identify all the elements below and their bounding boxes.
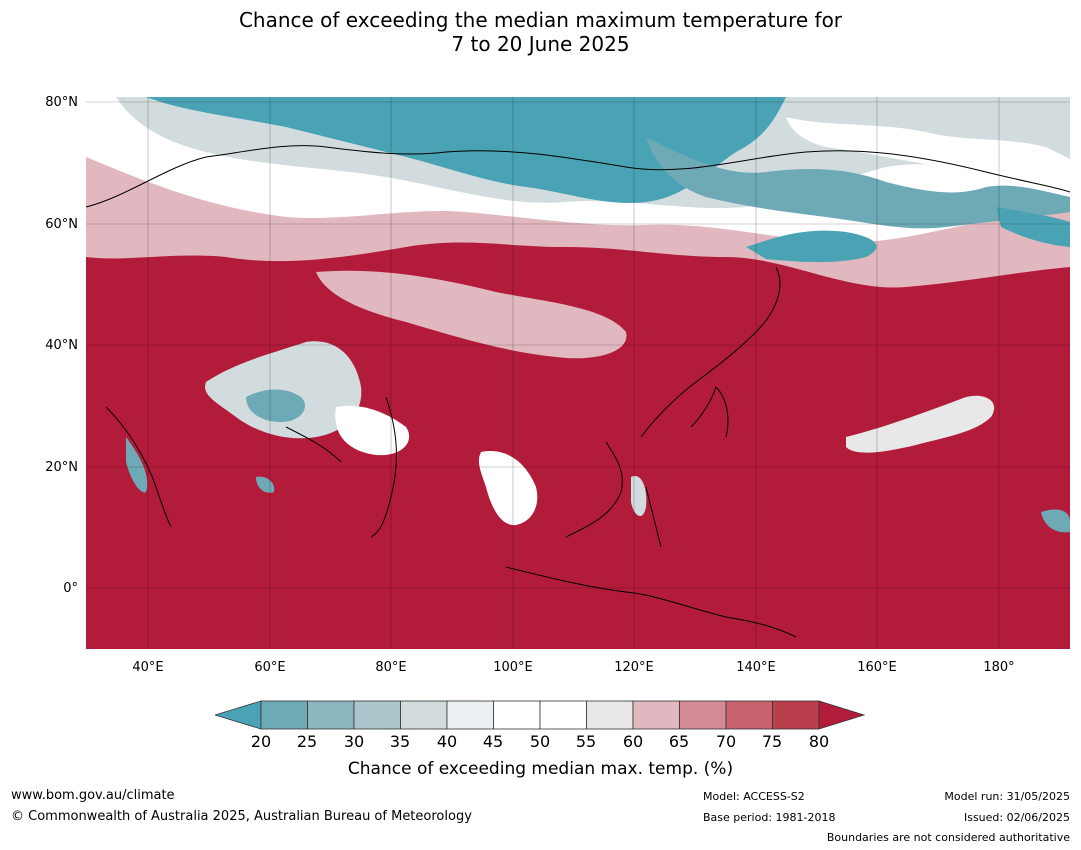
colorbar-tick-40: 40 [436,732,458,751]
colorbar-tick-20: 20 [250,732,272,751]
zone-siberia-white [786,117,1070,179]
colorbar-extend-high [818,700,865,730]
colorbar [215,700,865,730]
colorbar-cell [772,700,820,730]
colorbar-cell [586,700,634,730]
zone-pacific-pale [846,395,995,453]
colorbar-cell [679,700,727,730]
zone-tibet-pale [205,341,362,439]
footer-copyright: © Commonwealth of Australia 2025, Austra… [11,809,472,824]
zone-kamchatka-cool [996,207,1070,247]
lat-label-60n: 60°N [45,217,78,232]
map-title-line2: 7 to 20 June 2025 [451,32,630,56]
colorbar-cell [725,700,773,730]
colorbar-cell [307,700,355,730]
lat-label-40n: 40°N [45,338,78,353]
colorbar-tick-50: 50 [529,732,551,751]
zone-philippines-pale [631,476,647,517]
map-graticule [86,97,1070,649]
colorbar-tick-45: 45 [482,732,504,751]
colorbar-tick-80: 80 [808,732,830,751]
map-coastlines [86,145,1070,638]
lon-label-80e: 80°E [375,660,407,675]
lon-label-100e: 100°E [493,660,533,675]
colorbar-cell [539,700,587,730]
zone-arabia-cool [126,437,148,493]
colorbar-cell [493,700,541,730]
lat-label-0: 0° [63,581,78,596]
colorbar-tick-65: 65 [668,732,690,751]
lon-label-60e: 60°E [254,660,286,675]
footer-url[interactable]: www.bom.gov.au/climate [11,788,175,803]
colorbar-tick-60: 60 [622,732,644,751]
temperature-map[interactable] [86,97,1070,649]
colorbar-title: Chance of exceeding median max. temp. (%… [347,759,734,779]
map-svg [86,97,1070,649]
footer-issued: Issued: 02/06/2025 [963,811,1070,824]
map-title: Chance of exceeding the median maximum t… [0,8,1081,56]
map-title-line1: Chance of exceeding the median maximum t… [238,8,843,32]
lat-label-80n: 80°N [45,95,78,110]
footer-model-run: Model run: 31/05/2025 [944,790,1070,803]
lon-label-40e: 40°E [132,660,164,675]
colorbar-tick-25: 25 [296,732,318,751]
footer-boundaries: Boundaries are not considered authoritat… [826,831,1070,844]
lon-label-180: 180° [983,660,1015,675]
colorbar-tick-35: 35 [389,732,411,751]
colorbar-cell [632,700,680,730]
footer-model: Model: ACCESS-S2 [703,790,805,803]
zone-tibet-cool [246,389,305,422]
colorbar-extend-low [215,700,262,730]
zone-siberia-cool [146,97,786,204]
zone-mongolia-pale [316,270,627,359]
footer-base-period: Base period: 1981-2018 [703,811,836,824]
colorbar-tick-30: 30 [343,732,365,751]
colorbar-tick-70: 70 [715,732,737,751]
lat-label-20n: 20°N [45,460,78,475]
zone-tibet-white [335,405,410,456]
zone-indochina-pale [478,451,538,526]
colorbar-cell [353,700,401,730]
lon-label-140e: 140°E [736,660,776,675]
colorbar-tick-75: 75 [761,732,783,751]
zone-pacific-east [1041,509,1070,533]
zone-gulf-cool [256,476,275,493]
colorbar-tick-55: 55 [575,732,597,751]
zone-siberia-cool2 [646,137,1070,229]
lon-label-160e: 160°E [857,660,897,675]
colorbar-cell [446,700,494,730]
lon-label-120e: 120°E [614,660,654,675]
zone-east-cool [746,230,877,263]
colorbar-cell [400,700,448,730]
colorbar-cell [260,700,308,730]
